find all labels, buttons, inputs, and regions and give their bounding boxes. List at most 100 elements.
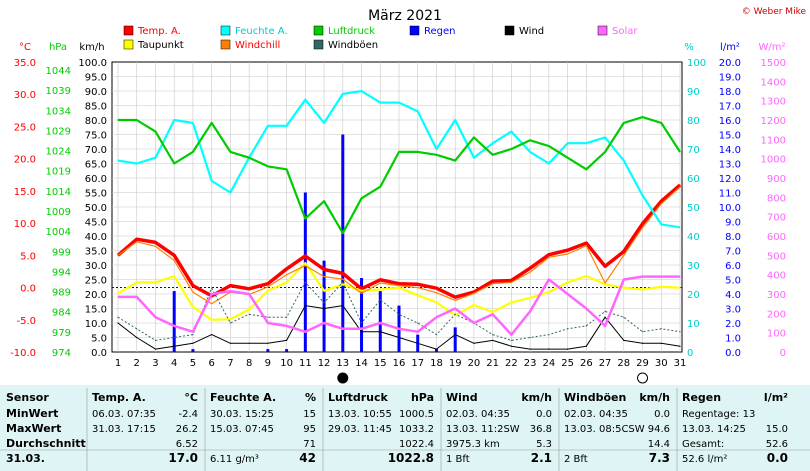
feuchte-a-point (548, 162, 550, 165)
solar-tick-label: 1300 (761, 97, 786, 108)
legend-label: Wind (519, 26, 544, 37)
feuchte-a-point (286, 125, 288, 127)
rain-tick-label: 14.0 (719, 145, 741, 156)
luftdruck-point (117, 119, 119, 121)
rain-tick-label: 16.0 (719, 116, 741, 127)
taupunkt-point (248, 308, 250, 311)
x-tick-label: 17 (411, 358, 424, 369)
wind-point (117, 322, 119, 324)
temp-tick-label: 10.0 (14, 219, 36, 230)
feuchte-a-point (604, 136, 606, 138)
legend-swatch (220, 25, 231, 36)
temp-a-point (267, 283, 269, 285)
feuchte-a-point (510, 131, 512, 133)
windb-en-point (211, 287, 213, 289)
solar-point (304, 331, 306, 333)
temp-a-point (360, 288, 363, 290)
solar-point (267, 322, 269, 324)
temp-tick-label: 5.0 (20, 251, 36, 262)
luftdruck-point (267, 165, 269, 167)
table-cell-value: 26.2 (176, 424, 198, 435)
rain-tick-label: 12.0 (719, 174, 741, 185)
feuchte-a-point (641, 194, 644, 196)
temp-a-point (623, 250, 625, 253)
rain-bar (360, 278, 364, 352)
solar-tick-label: 400 (767, 271, 786, 282)
solar-point (623, 278, 625, 281)
table-cell-value: 95 (303, 424, 316, 435)
rain-bar (172, 291, 176, 352)
table-cell-time: 29.03. 11:45 (328, 424, 392, 435)
x-tick-label: 3 (152, 358, 158, 369)
hpa-tick-label: 1034 (46, 106, 71, 117)
table-header-unit: hPa (411, 391, 434, 404)
temp-a-point (136, 238, 138, 240)
temp-a-point (229, 285, 231, 287)
legend-swatch (123, 39, 134, 50)
x-tick-label: 26 (580, 358, 593, 369)
table-cell-value: -2.4 (178, 409, 198, 420)
windchill-point (286, 274, 288, 276)
kmh-tick-label: 35.0 (85, 247, 107, 258)
windb-en-point (192, 334, 194, 336)
kmh-axis-unit: km/h (79, 42, 104, 53)
wind-point (548, 348, 550, 350)
windb-en-point (398, 313, 400, 315)
temp-tick-label: 35.0 (14, 58, 36, 69)
taupunkt-point (323, 290, 325, 292)
solar-point (604, 325, 606, 327)
luftdruck-point (510, 148, 512, 150)
hpa-tick-label: 1019 (46, 167, 71, 178)
temp-a-point (304, 255, 306, 257)
table-row-label: 31.03. (6, 452, 45, 465)
windchill-point (548, 256, 550, 258)
windchill-point (342, 278, 344, 280)
wind-point (267, 342, 269, 344)
windb-en-point (623, 316, 625, 318)
solar-point (567, 293, 569, 295)
taupunkt-point (117, 292, 119, 294)
solar-point (154, 316, 157, 318)
x-tick-label: 21 (486, 358, 499, 369)
rain-bar (378, 291, 382, 352)
temp-tick-label: 20.0 (14, 155, 36, 166)
pct-tick-label: 20 (687, 290, 700, 301)
kmh-tick-label: 75.0 (85, 131, 107, 142)
windb-en-point (567, 328, 569, 330)
solar-point (211, 293, 213, 295)
pct-tick-label: 80 (687, 116, 700, 127)
luftdruck-point (567, 157, 569, 159)
rain-bar (191, 349, 195, 352)
rain-tick-label: 19.0 (719, 73, 741, 84)
table-cell-time: 13.03. 10:55 (328, 409, 392, 420)
solar-point (529, 310, 531, 312)
table-cell-time: 13.03. 14:25 (682, 424, 746, 435)
taupunkt-point (623, 286, 625, 289)
temp-axis-unit: °C (19, 42, 31, 53)
solar-tick-label: 300 (767, 290, 786, 301)
solar-point (117, 296, 119, 298)
windchill-point (267, 286, 269, 288)
temp-tick-label: 15.0 (14, 187, 36, 198)
feuchte-a-point (229, 191, 231, 194)
table-cell-value: 0.0 (767, 451, 788, 465)
luftdruck-point (548, 145, 550, 147)
wind-point (154, 348, 157, 350)
kmh-tick-label: 100.0 (78, 58, 107, 69)
table-header: Feuchte A. (210, 391, 276, 404)
rain-tick-label: 17.0 (719, 102, 741, 113)
temp-a-point (548, 254, 550, 256)
wind-point (248, 342, 250, 344)
rain-tick-label: 13.0 (719, 160, 741, 171)
luftdruck-point (360, 197, 363, 199)
table-cell-time: 06.03. 07:35 (92, 409, 156, 420)
kmh-tick-label: 70.0 (85, 145, 107, 156)
hpa-tick-label: 1024 (46, 147, 71, 158)
solar-tick-label: 0 (780, 348, 786, 359)
x-tick-label: 10 (280, 358, 293, 369)
luftdruck-point (492, 154, 494, 156)
kmh-tick-label: 25.0 (85, 276, 107, 287)
luftdruck-point (435, 154, 438, 156)
solar-axis-unit: W/m² (758, 42, 785, 53)
